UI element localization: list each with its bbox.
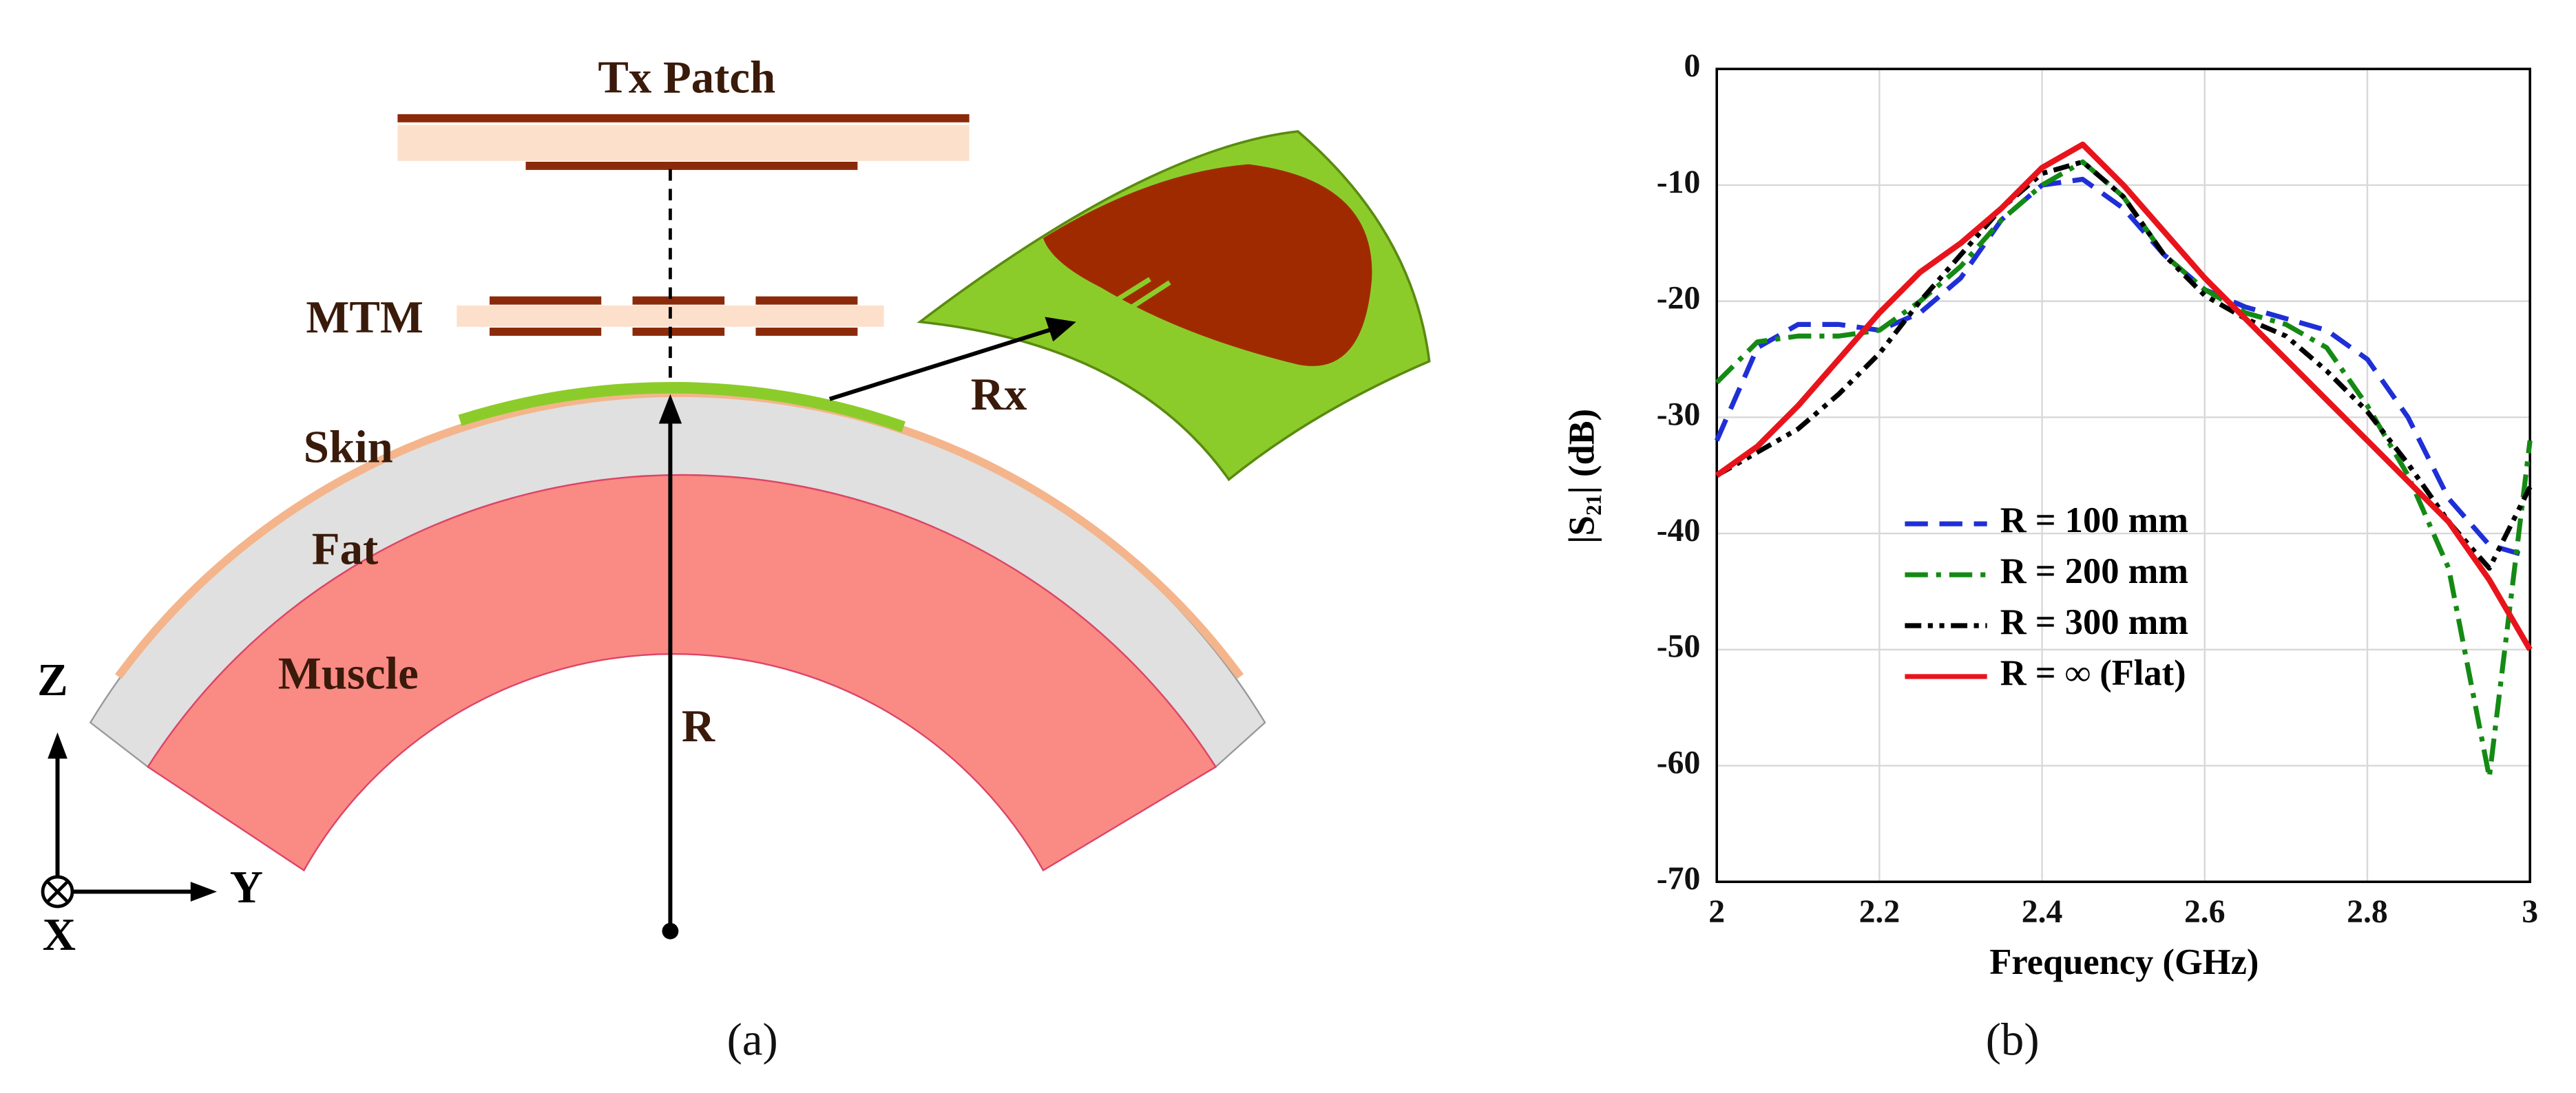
rx-on-body xyxy=(458,381,905,433)
z-label: Z xyxy=(37,655,68,705)
tx-label: Tx Patch xyxy=(598,52,775,103)
y-tick-label: -30 xyxy=(1657,396,1701,432)
tx-substrate xyxy=(397,125,970,161)
radius-label: R xyxy=(682,701,715,752)
legend-label: R = 100 mm xyxy=(2000,500,2188,540)
y-tick-label: -10 xyxy=(1657,164,1701,200)
y-tick-label: -40 xyxy=(1657,512,1701,549)
plot-frame xyxy=(1715,67,2531,883)
x-label: X xyxy=(43,909,76,960)
rx-label: Rx xyxy=(971,369,1027,420)
skin-label: Skin xyxy=(304,421,393,472)
caption: (a) xyxy=(727,1015,778,1065)
mtm-label: MTM xyxy=(306,292,423,343)
legend-label: R = 200 mm xyxy=(2000,551,2188,591)
rx-patch xyxy=(1043,164,1372,366)
x-tick-label: 2.8 xyxy=(2347,893,2388,930)
chart: (b) Frequency (GHz) |S₂₁| (dB) 0 -10 -20 -3… xyxy=(1562,47,2538,1065)
x-tick-label: 2.2 xyxy=(1859,893,1900,930)
y-tick-label: -70 xyxy=(1657,860,1701,897)
series-line xyxy=(1715,141,2533,651)
x-tick-label: 2 xyxy=(1708,893,1725,930)
x-axis-label: Frequency (GHz) xyxy=(1989,942,2259,982)
z-axis-head xyxy=(48,732,67,759)
caption: (b) xyxy=(1986,1015,2040,1065)
diagram: Tx Patch MTM Skin Fat Muscle Rx R Z Y X … xyxy=(37,52,1431,1065)
x-axis-cross xyxy=(46,880,69,903)
rx-pointer xyxy=(828,326,1056,401)
y-tick-label: -60 xyxy=(1657,744,1701,781)
y-tick-label: 0 xyxy=(1684,47,1700,84)
y-tick-label: -20 xyxy=(1657,280,1701,317)
y-axis-label: |S₂₁| (dB) xyxy=(1562,409,1602,544)
radius-center xyxy=(662,922,679,940)
x-tick-label: 2.6 xyxy=(2184,893,2226,930)
legend-label: R = ∞ (Flat) xyxy=(2000,653,2186,693)
muscle-layer xyxy=(147,474,1217,872)
radius-arrow-head xyxy=(658,394,682,424)
y-tick-label: -50 xyxy=(1657,628,1701,665)
x-tick-label: 2.4 xyxy=(2022,893,2063,930)
fat-label: Fat xyxy=(312,523,378,574)
series-line xyxy=(1714,176,2531,560)
mtm-cells xyxy=(489,296,858,336)
y-label: Y xyxy=(230,862,263,913)
legend-label: R = 300 mm xyxy=(2000,602,2188,642)
muscle-label: Muscle xyxy=(278,648,419,699)
rx-feed xyxy=(1082,277,1171,328)
y-axis-head xyxy=(190,882,217,902)
rx-pointer-head xyxy=(1045,317,1076,342)
series-line xyxy=(1715,159,2533,571)
x-tick-label: 3 xyxy=(2522,893,2538,930)
